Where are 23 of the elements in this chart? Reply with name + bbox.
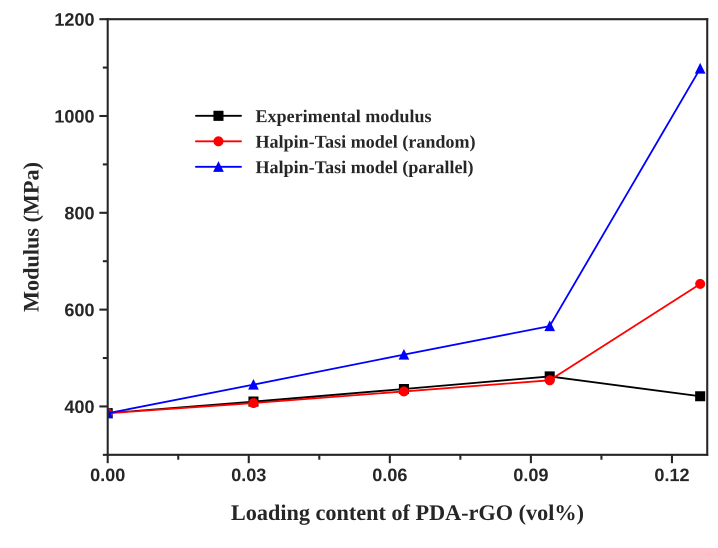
point [544,321,555,332]
x-tick-label: 0.00 [90,468,125,482]
x-tick-label: 0.03 [232,468,266,482]
point [398,350,409,360]
x-tick-label: 0.09 [514,468,548,482]
legend-label: Halpin-Tasi model (random) [256,135,475,152]
y-tick-label: 800 [64,206,94,220]
point [695,278,706,289]
x-tick-label: 0.12 [655,468,689,482]
x-axis-title: Loading content of PDA-rGO (vol%) [231,504,584,525]
y-tick-label: 400 [64,400,94,414]
y-tick-label: 1000 [55,110,94,123]
point [398,386,409,396]
point [695,64,706,74]
legend-label: Halpin-Tasi model (parallel) [256,160,473,177]
legend-label: Experimental modulus [256,110,432,126]
y-tick-label: 1200 [55,13,94,26]
point [248,380,258,390]
y-axis-title: Modulus (MPa) [23,162,44,312]
x-tick-label: 0.06 [372,468,407,482]
y-tick-label: 600 [65,304,94,316]
point [695,391,706,402]
point [544,375,555,386]
